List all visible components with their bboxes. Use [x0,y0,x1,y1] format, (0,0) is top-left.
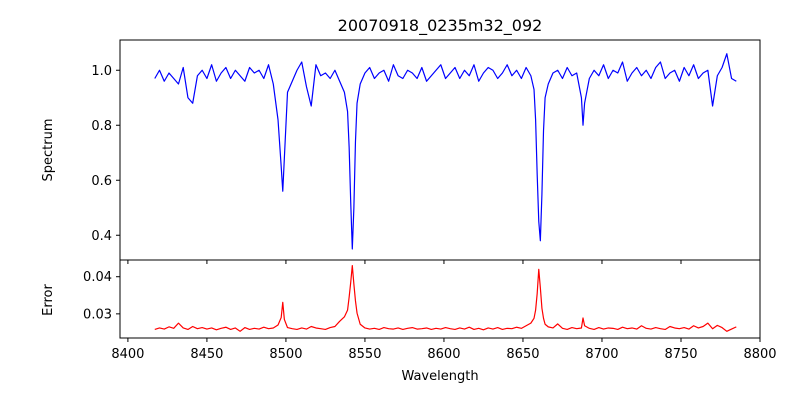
error-ytick-label: 0.04 [83,270,112,285]
spectrum-ytick-label: 0.8 [91,119,112,134]
error-xtick-label: 8800 [743,347,776,362]
error-axes-frame [119,259,761,339]
error-xlabel: Wavelength [401,369,478,384]
spectrum-plot: Spectrum 0.4 0.6 0.8 1.0 [41,39,761,264]
error-plot: Error Wavelength 8400 8450 8500 8550 8600 865… [41,259,777,384]
error-axes: 8400 8450 8500 8550 8600 8650 8700 8750 8800 0.03… [83,259,777,362]
spectrum-ytick-label: 1.0 [91,64,112,79]
spectrum-ytick-label: 0.6 [91,174,112,189]
error-ylabel: Error [41,284,56,316]
error-xtick-label: 8650 [506,347,539,362]
error-ytick-label: 0.03 [83,307,112,322]
spectrum-series-line [154,53,737,250]
spectrum-ylabel: Spectrum [41,119,56,182]
error-xtick-label: 8400 [111,347,144,362]
spectrum-ytick-label: 0.4 [91,229,112,244]
error-xtick-label: 8600 [427,347,460,362]
error-xtick-label: 8700 [585,347,618,362]
chart-title: 20070918_0235m32_092 [338,16,543,36]
error-xtick-label: 8500 [269,347,302,362]
error-series-line [154,264,737,332]
error-xtick-label: 8550 [348,347,381,362]
error-xtick-label: 8450 [190,347,223,362]
error-xtick-label: 8750 [664,347,697,362]
spectrum-axes: 0.4 0.6 0.8 1.0 [91,39,761,264]
